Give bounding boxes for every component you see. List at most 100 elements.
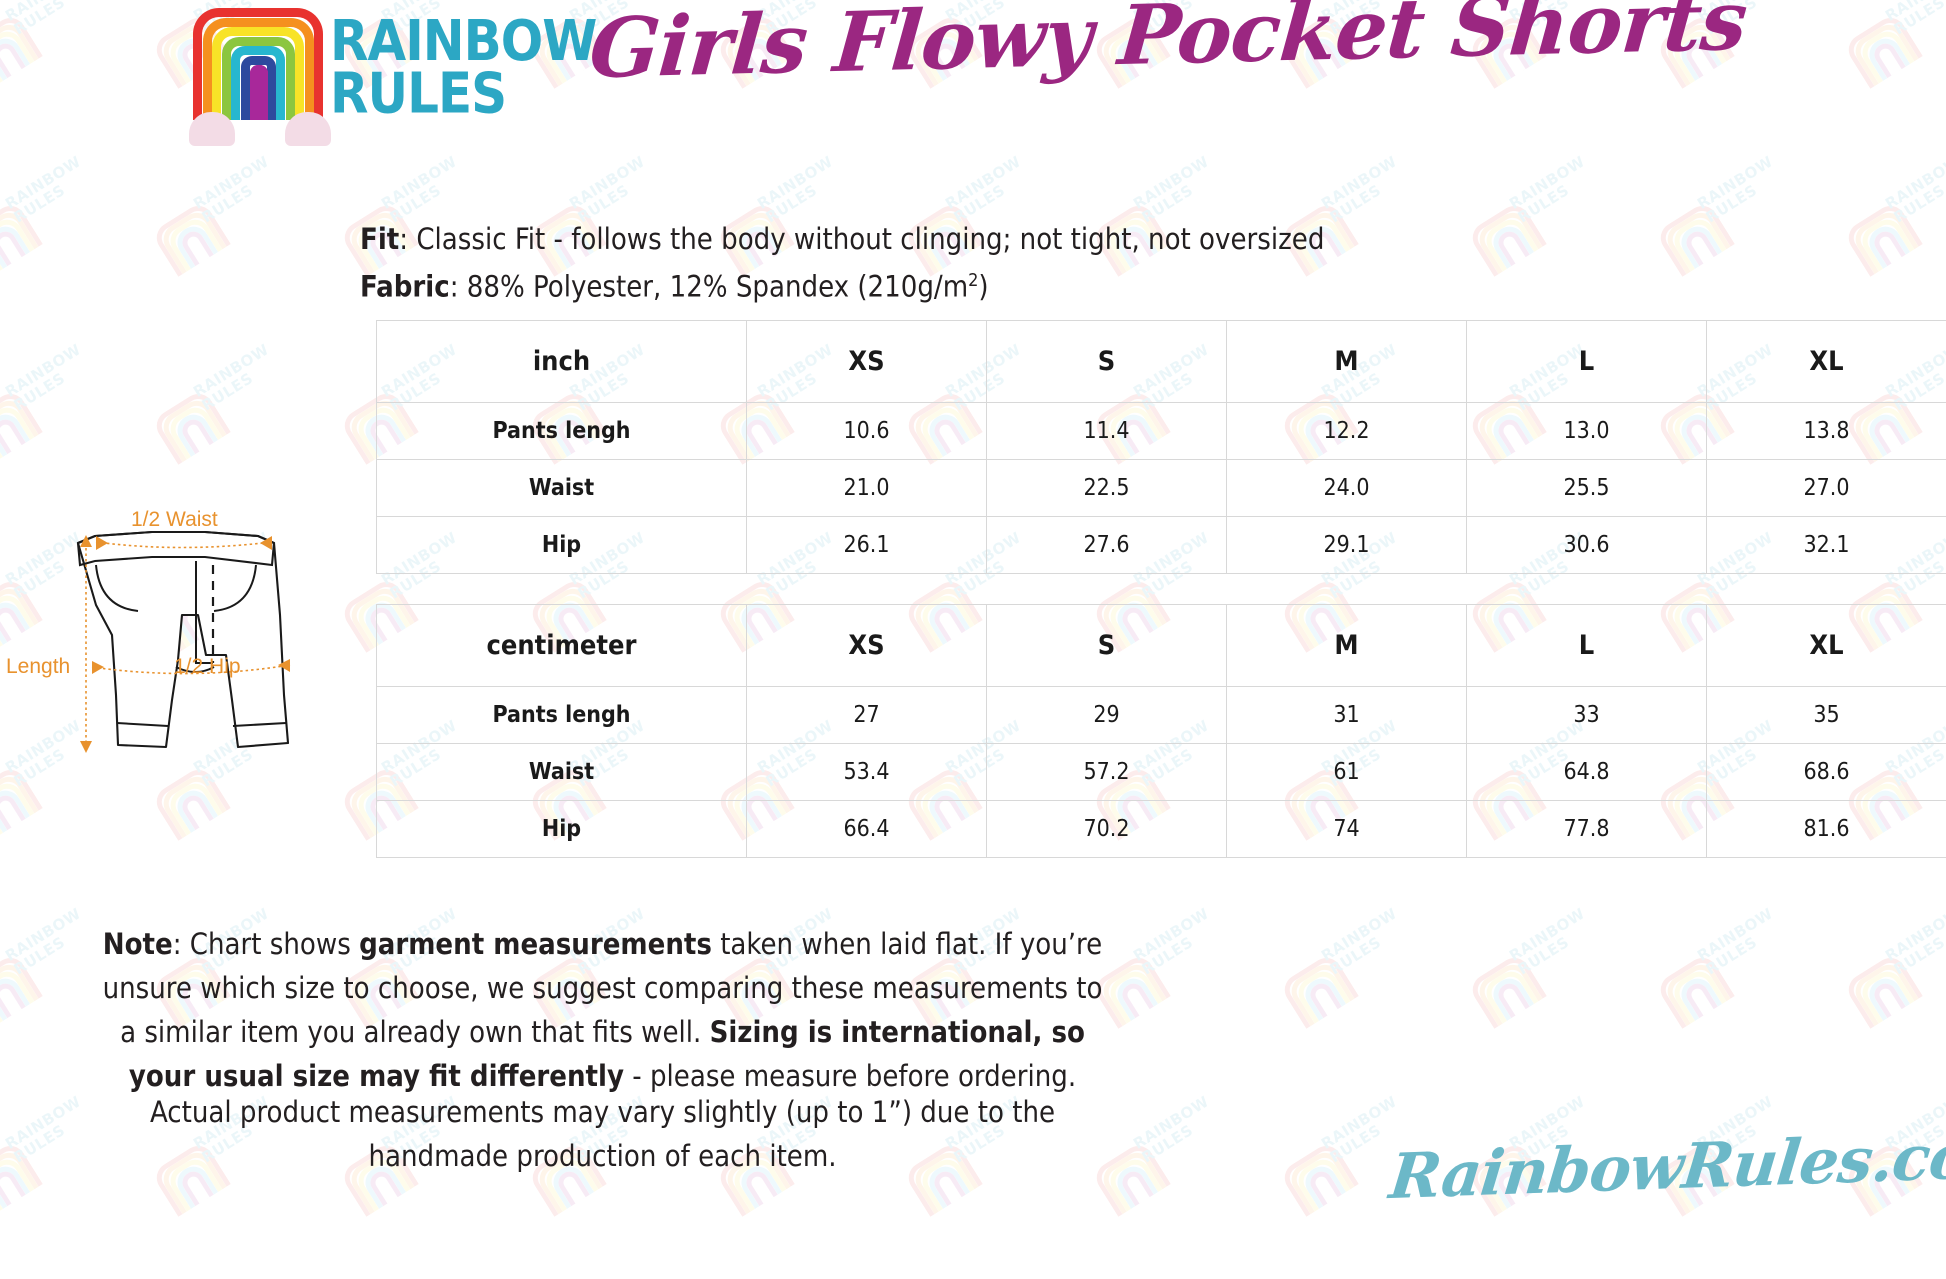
cloud-2-icon [285,112,331,146]
fit-line: Fit: Classic Fit - follows the body with… [360,218,1946,260]
watermark-arch-icon [1466,951,1547,1029]
watermark-arch-icon [178,415,214,455]
page-title: Girls Flowy Pocket Shorts [586,0,1750,98]
rainbow-band-6 [240,55,276,120]
cloud-1-icon [189,112,235,146]
watermark-arch-icon [1306,979,1342,1019]
watermark-arch-icon [1863,972,1911,1021]
watermark-arch-icon [0,1160,31,1209]
size-header-m: M [1226,320,1467,403]
fabric-text-a: : 88% Polyester, 12% Spandex (210g/m [449,269,969,304]
table-row: Hip 26.1 27.6 29.1 30.6 32.1 [376,516,1946,574]
note-label: Note [102,927,173,961]
unit-header: centimeter [376,604,747,687]
size-header-xs: XS [746,604,987,687]
watermark-arch-icon [0,979,26,1019]
table-header-row: centimeter XS S M L XL [376,604,1946,687]
pocket-left [95,564,139,612]
watermark-arch-icon [1292,1153,1351,1212]
watermark-arch-icon [0,387,43,465]
size-header-xl: XL [1706,320,1946,403]
watermark-arch-icon [1849,958,1919,1027]
size-table-centimeter: centimeter XS S M L XL Pants lengh 27 29… [376,604,1946,858]
watermark-arch-icon [1299,972,1347,1021]
watermark-arch-icon [1480,965,1539,1024]
cell-value: 77.8 [1466,800,1707,858]
fit-text: : Classic Fit - follows the body without… [399,222,1325,256]
table-row: Pants lengh 10.6 11.4 12.2 13.0 13.8 [376,402,1946,460]
watermark-arch-icon [1661,958,1731,1027]
table-row: Pants lengh 27 29 31 33 35 [376,686,1946,744]
watermark-arch-icon [1278,1139,1359,1217]
waistband [76,530,276,567]
cell-value: 11.4 [986,402,1227,460]
cell-value: 13.8 [1706,402,1946,460]
disclaimer-text: Actual product measurements may vary sli… [149,1095,1056,1173]
watermark-arch-icon [150,387,231,465]
cell-value: 21.0 [746,459,987,517]
note-seg1: : Chart shows [172,927,360,961]
label-half-waist: 1/2 Waist [131,508,218,531]
note-seg2: taken when laid flat. If you’re unsure w… [102,927,1103,1049]
watermark-arch-icon [0,408,31,457]
watermark-arch-icon [1299,1160,1347,1209]
cell-value: 26.1 [746,516,987,574]
cell-value: 29.1 [1226,516,1467,574]
watermark-arch-icon [1842,951,1923,1029]
watermark-arch-icon [1856,965,1915,1024]
watermark-arch-icon [1654,951,1735,1029]
cell-value: 29 [986,686,1227,744]
size-header-s: S [986,320,1227,403]
hem-right [232,722,287,727]
note-bold-sizing-international: Sizing is international, so your usual s… [128,1015,1085,1093]
cell-value: 64.8 [1466,743,1707,801]
table-row: Hip 66.4 70.2 74 77.8 81.6 [376,800,1946,858]
fit-label: Fit [360,222,400,256]
footer-website-wordmark: RainbowRules.com [1386,1117,1946,1214]
watermark-arch-icon [1104,1153,1163,1212]
hem-left [116,722,169,727]
cell-value: 24.0 [1226,459,1467,517]
size-header-xl: XL [1706,604,1946,687]
rainbow-band-4 [221,36,295,120]
watermark-arch-icon [1111,1160,1159,1209]
watermark-arch-icon [0,394,39,463]
size-header-s: S [986,604,1227,687]
size-header-l: L [1466,604,1707,687]
cell-value: 53.4 [746,743,987,801]
cell-value: 66.4 [746,800,987,858]
row-label: Hip [376,800,747,858]
watermark-arch-icon [1118,1167,1154,1207]
note-bold-garment-measurements: garment measurements [359,927,712,961]
watermark-arch-icon [0,1146,39,1215]
crotch-seam [175,666,215,673]
watermark-arch-icon [0,401,35,460]
cell-value: 57.2 [986,743,1227,801]
watermark-arch-icon [1104,965,1163,1024]
size-table-inch: inch XS S M L XL Pants lengh 10.6 11.4 1… [376,320,1946,574]
watermark-arch-icon [1675,972,1723,1021]
table-row: Waist 53.4 57.2 61 64.8 68.6 [376,743,1946,801]
row-label: Waist [376,743,747,801]
watermark-arch-icon [0,958,39,1027]
